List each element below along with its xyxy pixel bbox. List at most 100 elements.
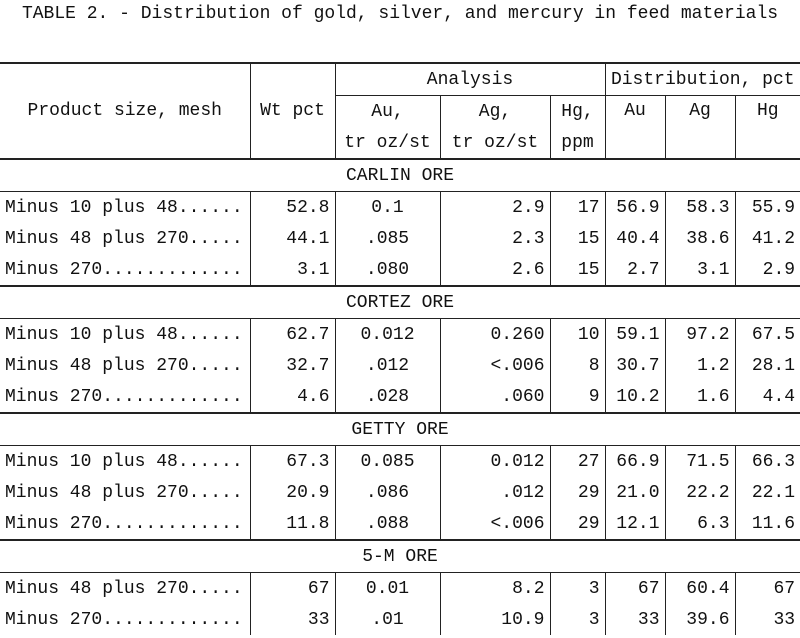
data-cell: .085 xyxy=(334,223,440,254)
row-label: Minus 270............. xyxy=(5,386,243,407)
data-cell: 0.085 xyxy=(334,445,440,477)
data-cell: 8 xyxy=(549,350,606,381)
data-cell: 67.5 xyxy=(734,318,800,350)
data-cell: 15 xyxy=(549,223,606,254)
data-row: Minus 270............. 4.6.028.060 9 10.2 1.… xyxy=(0,381,800,413)
data-cell: 6.3 xyxy=(664,508,736,540)
data-cell: 58.3 xyxy=(664,191,736,223)
data-cell: 30.7 xyxy=(604,350,666,381)
table-body: Product size, mesh Wt pct Analysis Distr… xyxy=(0,62,800,635)
data-cell: 3.1 xyxy=(249,254,335,286)
data-row: Minus 48 plus 270..... 20.9.086.012 29 21.0… xyxy=(0,477,800,508)
data-cell: 44.1 xyxy=(249,223,335,254)
data-cell: .086 xyxy=(334,477,440,508)
section-name: CARLIN ORE xyxy=(0,158,800,192)
data-cell: 0.260 xyxy=(439,318,550,350)
header-cell: Hg xyxy=(734,95,800,159)
header-row: Product size, mesh Wt pct Analysis Distr… xyxy=(0,62,800,159)
data-cell: <.006 xyxy=(439,350,550,381)
data-cell: 15 xyxy=(549,254,606,286)
header-cell: Hg, xyxy=(549,95,606,127)
data-cell: 1.6 xyxy=(664,381,736,413)
header-cell: Au xyxy=(604,95,666,159)
data-cell: 29 xyxy=(549,508,606,540)
data-row: Minus 270............. 11.8.088 <.006 29 12.… xyxy=(0,508,800,540)
data-cell: 67 xyxy=(604,572,666,604)
section-name: 5-M ORE xyxy=(0,539,800,573)
data-cell: 8.2 xyxy=(439,572,550,604)
data-cell: 67 xyxy=(249,572,335,604)
data-cell: 17 xyxy=(549,191,606,223)
data-cell: 3 xyxy=(549,572,606,604)
data-cell: 1.2 xyxy=(664,350,736,381)
data-cell: 10.9 xyxy=(439,604,550,635)
row-label: Minus 10 plus 48...... xyxy=(5,197,243,218)
data-cell: 27 xyxy=(549,445,606,477)
header-cell: Ag xyxy=(664,95,736,159)
data-cell: 2.9 xyxy=(439,191,550,223)
row-label: Minus 270............. xyxy=(5,609,243,630)
data-cell: 21.0 xyxy=(604,477,666,508)
data-cell: 3.1 xyxy=(664,254,736,286)
data-cell: 66.9 xyxy=(604,445,666,477)
data-cell: .080 xyxy=(334,254,440,286)
data-cell: 11.8 xyxy=(249,508,335,540)
row-label: Minus 48 plus 270..... xyxy=(5,355,243,376)
row-label: Minus 10 plus 48...... xyxy=(5,324,243,345)
table-title: TABLE 2. - Distribution of gold, silver,… xyxy=(21,4,779,24)
data-cell: <.006 xyxy=(439,508,550,540)
data-cell: 59.1 xyxy=(604,318,666,350)
row-label: Minus 48 plus 270..... xyxy=(5,228,243,249)
header-cell: Wt pct xyxy=(249,62,335,159)
data-cell: 0.012 xyxy=(334,318,440,350)
data-cell: 9 xyxy=(549,381,606,413)
data-cell: 55.9 xyxy=(734,191,800,223)
data-cell: 66.3 xyxy=(734,445,800,477)
data-cell: 33 xyxy=(249,604,335,635)
data-cell: 4.6 xyxy=(249,381,335,413)
data-cell: .012 xyxy=(439,477,550,508)
header-row: tr oz/st tr oz/st ppm xyxy=(0,127,800,159)
data-cell: 52.8 xyxy=(249,191,335,223)
data-cell: 0.01 xyxy=(334,572,440,604)
data-cell: 0.012 xyxy=(439,445,550,477)
data-cell: 71.5 xyxy=(664,445,736,477)
data-cell: 10 xyxy=(549,318,606,350)
data-cell: 67.3 xyxy=(249,445,335,477)
data-table: Product size, mesh Wt pct Analysis Distr… xyxy=(0,62,800,635)
data-cell: 22.2 xyxy=(664,477,736,508)
data-row: Minus 48 plus 270..... 32.7.012 <.006 8 30.7… xyxy=(0,350,800,381)
row-label: Minus 48 plus 270..... xyxy=(5,482,243,503)
data-cell: 2.6 xyxy=(439,254,550,286)
row-label: Minus 48 plus 270..... xyxy=(5,578,243,599)
header-cell: Product size, mesh xyxy=(0,62,250,159)
section-row: GETTY ORE xyxy=(0,412,800,446)
data-cell: 67 xyxy=(734,572,800,604)
data-cell: .012 xyxy=(334,350,440,381)
data-cell: 20.9 xyxy=(249,477,335,508)
data-cell: 2.9 xyxy=(734,254,800,286)
data-cell: 56.9 xyxy=(604,191,666,223)
data-cell: 29 xyxy=(549,477,606,508)
section-row: CARLIN ORE xyxy=(0,158,800,192)
data-cell: 22.1 xyxy=(734,477,800,508)
section-row: 5-M ORE xyxy=(0,539,800,573)
data-cell: 12.1 xyxy=(604,508,666,540)
data-row: Minus 10 plus 48...... 67.3 0.085 0.012 27 66… xyxy=(0,445,800,477)
data-cell: .088 xyxy=(334,508,440,540)
data-row: Minus 270............. 3.1.080 2.6 15 2.7 3.1… xyxy=(0,254,800,286)
data-row: Minus 48 plus 270..... 44.1.085 2.3 15 40.4 3… xyxy=(0,223,800,254)
header-cell: Ag, xyxy=(439,95,550,127)
data-row: Minus 270............. 33.01 10.9 3 33 39.6 33 xyxy=(0,604,800,635)
data-cell: 33 xyxy=(734,604,800,635)
header-cell: Au, xyxy=(334,95,440,127)
section-name: GETTY ORE xyxy=(0,412,800,446)
data-cell: 2.3 xyxy=(439,223,550,254)
row-label: Minus 270............. xyxy=(5,259,243,280)
data-cell: 41.2 xyxy=(734,223,800,254)
data-cell: 2.7 xyxy=(604,254,666,286)
header-cell: tr oz/st xyxy=(334,127,440,159)
row-label: Minus 10 plus 48...... xyxy=(5,451,243,472)
header-cell: tr oz/st xyxy=(439,127,550,159)
